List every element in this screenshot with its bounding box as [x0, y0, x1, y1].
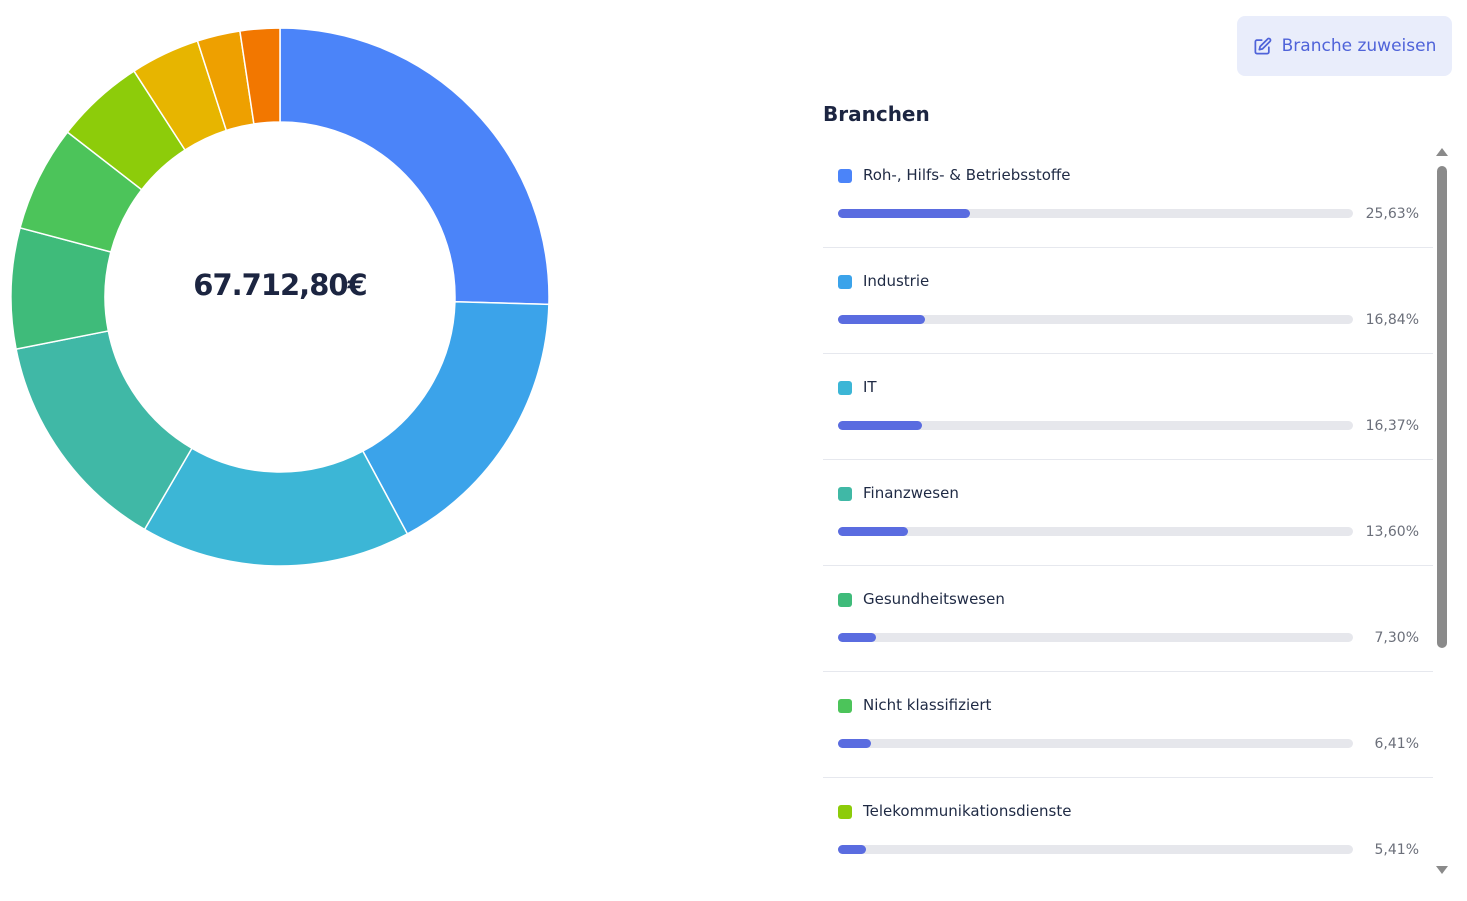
industry-label: Industrie — [863, 272, 930, 290]
share-percent: 16,37% — [1365, 418, 1419, 434]
legend-swatch — [838, 275, 852, 289]
share-percent: 25,63% — [1365, 206, 1419, 222]
total-amount: 67.712,80€ — [193, 268, 367, 302]
share-bar-track — [838, 739, 1353, 748]
industries-list[interactable]: Roh-, Hilfs- & Betriebsstoffe 25,63% Indus… — [823, 142, 1433, 878]
industry-row[interactable]: Finanzwesen 13,60% — [823, 460, 1433, 566]
share-bar-fill — [838, 739, 871, 748]
industry-label: Gesundheitswesen — [863, 590, 1005, 608]
donut-slice-10[interactable] — [239, 27, 281, 125]
share-bar-fill — [838, 845, 866, 854]
donut-slice-2[interactable] — [361, 301, 550, 535]
share-bar-track — [838, 633, 1353, 642]
share-bar-fill — [838, 209, 970, 218]
assign-industry-button[interactable]: Branche zuweisen — [1237, 16, 1452, 76]
legend-swatch — [838, 487, 852, 501]
donut-slice-1[interactable] — [279, 27, 550, 306]
industry-row[interactable]: Industrie 16,84% — [823, 248, 1433, 354]
legend-swatch — [838, 381, 852, 395]
donut-slice-3[interactable] — [143, 447, 409, 567]
scroll-up-arrow-icon[interactable] — [1436, 148, 1448, 156]
industries-heading: Branchen — [823, 102, 930, 126]
share-bar-fill — [838, 527, 909, 536]
assign-industry-label: Branche zuweisen — [1281, 36, 1437, 56]
share-bar-track — [838, 209, 1353, 218]
scroll-down-arrow-icon[interactable] — [1436, 866, 1448, 874]
industry-label: Telekommunikationsdienste — [863, 802, 1072, 820]
legend-swatch — [838, 593, 852, 607]
share-bar-fill — [838, 633, 876, 642]
industry-label: Nicht klassifiziert — [863, 696, 992, 714]
share-bar-fill — [838, 421, 923, 430]
share-percent: 7,30% — [1374, 630, 1419, 646]
share-bar-fill — [838, 315, 925, 324]
industry-label: Roh-, Hilfs- & Betriebsstoffe — [863, 166, 1071, 184]
share-bar-track — [838, 527, 1353, 536]
share-bar-track — [838, 845, 1353, 854]
industry-row[interactable]: Nicht klassifiziert 6,41% — [823, 672, 1433, 778]
industry-row[interactable]: Roh-, Hilfs- & Betriebsstoffe 25,63% — [823, 142, 1433, 248]
industry-label: IT — [863, 378, 877, 396]
list-scrollbar[interactable] — [1434, 146, 1450, 878]
industry-row[interactable]: IT 16,37% — [823, 354, 1433, 460]
share-percent: 16,84% — [1365, 312, 1419, 328]
legend-swatch — [838, 699, 852, 713]
edit-icon — [1254, 37, 1271, 54]
legend-swatch — [838, 169, 852, 183]
share-percent: 6,41% — [1374, 736, 1419, 752]
scrollbar-thumb[interactable] — [1437, 166, 1447, 648]
share-percent: 13,60% — [1365, 524, 1419, 540]
share-bar-track — [838, 315, 1353, 324]
share-percent: 5,41% — [1374, 842, 1419, 858]
industry-row[interactable]: Telekommunikationsdienste 5,41% — [823, 778, 1433, 878]
donut-chart — [10, 27, 550, 567]
share-bar-track — [838, 421, 1353, 430]
legend-swatch — [838, 805, 852, 819]
industry-label: Finanzwesen — [863, 484, 959, 502]
industry-row[interactable]: Gesundheitswesen 7,30% — [823, 566, 1433, 672]
